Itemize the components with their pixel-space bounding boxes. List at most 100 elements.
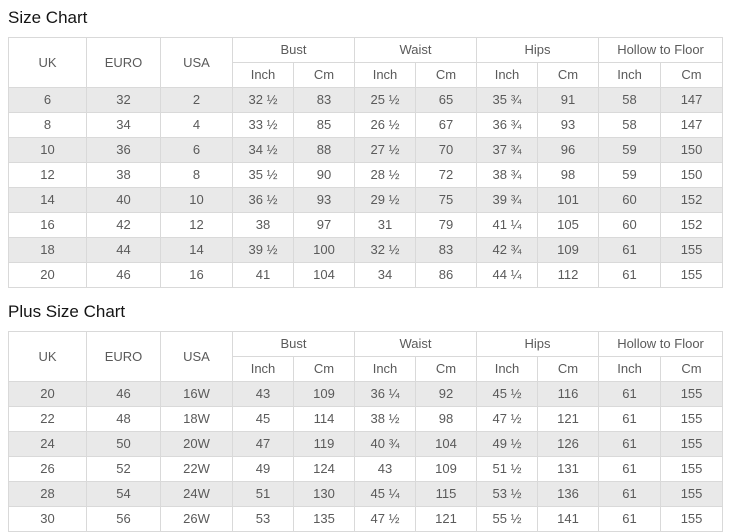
table-cell: 55 ½ xyxy=(476,506,539,532)
table-cell: 24 xyxy=(8,431,87,457)
table-cell: 28 xyxy=(8,481,87,507)
table-cell: 91 xyxy=(537,87,600,113)
table-cell: 35 ½ xyxy=(232,162,294,188)
table-cell: 56 xyxy=(86,506,161,532)
table-cell: 42 xyxy=(86,212,161,238)
table-cell: 92 xyxy=(415,381,478,407)
table-cell: 141 xyxy=(537,506,600,532)
table-cell: 83 xyxy=(292,87,356,113)
table-cell: 155 xyxy=(660,381,724,407)
table-cell: 124 xyxy=(292,456,356,482)
table-cell: 26W xyxy=(160,506,233,532)
column-subheader-bust-cm: Cm xyxy=(292,356,356,382)
table-cell: 16 xyxy=(160,262,233,288)
table-cell: 136 xyxy=(537,481,600,507)
table-cell: 147 xyxy=(660,112,724,138)
column-subheader-hips-inch: Inch xyxy=(476,62,539,88)
table-cell: 152 xyxy=(660,212,724,238)
header-group-row: UK EURO USA Bust Waist Hips Hollow to Fl… xyxy=(8,331,724,382)
table-cell: 46 xyxy=(86,381,161,407)
table-row: 18 44 14 39 ½ 100 32 ½ 83 42 ¾ 109 61 155 xyxy=(8,237,724,263)
table-cell: 2 xyxy=(160,87,233,113)
table-cell: 109 xyxy=(537,237,600,263)
table-row: 24 50 20W 47 119 40 ¾ 104 49 ½ 126 61 155 xyxy=(8,431,724,457)
table-cell: 90 xyxy=(292,162,356,188)
table-cell: 116 xyxy=(537,381,600,407)
size-chart-body: 6 32 2 32 ½ 83 25 ½ 65 35 ¾ 91 58 147 8 34 4 33 ½ 85 26 … xyxy=(8,87,724,288)
table-cell: 61 xyxy=(598,431,662,457)
table-cell: 42 ¾ xyxy=(476,237,539,263)
table-cell: 50 xyxy=(86,431,161,457)
column-subheader-bust-inch: Inch xyxy=(232,356,294,382)
column-header-uk: UK xyxy=(8,37,87,88)
table-cell: 59 xyxy=(598,162,662,188)
column-group-bust: Bust xyxy=(231,37,356,63)
table-cell: 27 ½ xyxy=(354,137,417,163)
column-subheader-hips-inch: Inch xyxy=(476,356,539,382)
table-cell: 155 xyxy=(660,431,724,457)
table-row: 6 32 2 32 ½ 83 25 ½ 65 35 ¾ 91 58 147 xyxy=(8,87,724,113)
table-cell: 109 xyxy=(292,381,356,407)
table-row: 8 34 4 33 ½ 85 26 ½ 67 36 ¾ 93 58 147 xyxy=(8,112,724,138)
header-group-row: UK EURO USA Bust Waist Hips Hollow to Fl… xyxy=(8,37,724,88)
table-cell: 43 xyxy=(232,381,294,407)
table-cell: 155 xyxy=(660,506,724,532)
table-cell: 34 ½ xyxy=(232,137,294,163)
table-cell: 14 xyxy=(8,187,87,213)
table-row: 10 36 6 34 ½ 88 27 ½ 70 37 ¾ 96 59 150 xyxy=(8,137,724,163)
table-cell: 47 xyxy=(232,431,294,457)
column-subheader-hollow-inch: Inch xyxy=(598,356,662,382)
table-cell: 38 ½ xyxy=(354,406,417,432)
table-cell: 35 ¾ xyxy=(476,87,539,113)
table-cell: 126 xyxy=(537,431,600,457)
table-cell: 18 xyxy=(8,237,87,263)
table-cell: 58 xyxy=(598,112,662,138)
table-cell: 52 xyxy=(86,456,161,482)
table-cell: 44 ¼ xyxy=(476,262,539,288)
table-cell: 104 xyxy=(292,262,356,288)
table-cell: 101 xyxy=(537,187,600,213)
table-cell: 61 xyxy=(598,456,662,482)
header-unit-row: Inch Cm Inch Cm Inch Cm Inch Cm xyxy=(9,62,724,88)
table-cell: 93 xyxy=(292,187,356,213)
table-cell: 36 ½ xyxy=(232,187,294,213)
table-cell: 41 xyxy=(232,262,294,288)
table-cell: 85 xyxy=(292,112,356,138)
table-cell: 18W xyxy=(160,406,233,432)
column-header-euro: EURO xyxy=(86,331,161,382)
table-cell: 37 ¾ xyxy=(476,137,539,163)
column-group-hollow-to-floor: Hollow to Floor xyxy=(598,331,724,357)
table-cell: 22W xyxy=(160,456,233,482)
table-cell: 121 xyxy=(537,406,600,432)
table-cell: 46 xyxy=(86,262,161,288)
table-cell: 152 xyxy=(660,187,724,213)
size-chart-title: Size Chart xyxy=(8,8,88,27)
table-cell: 45 xyxy=(232,406,294,432)
table-cell: 44 xyxy=(86,237,161,263)
table-cell: 121 xyxy=(415,506,478,532)
table-cell: 155 xyxy=(660,481,724,507)
column-group-hollow-to-floor: Hollow to Floor xyxy=(598,37,724,63)
table-row: 12 38 8 35 ½ 90 28 ½ 72 38 ¾ 98 59 150 xyxy=(8,162,724,188)
table-cell: 114 xyxy=(292,406,356,432)
table-row: 22 48 18W 45 114 38 ½ 98 47 ½ 121 61 155 xyxy=(8,406,724,432)
table-row: 26 52 22W 49 124 43 109 51 ½ 131 61 155 xyxy=(8,456,724,482)
table-cell: 72 xyxy=(415,162,478,188)
table-cell: 96 xyxy=(537,137,600,163)
table-cell: 38 xyxy=(86,162,161,188)
column-header-euro: EURO xyxy=(86,37,161,88)
table-cell: 150 xyxy=(660,162,724,188)
table-cell: 20 xyxy=(8,262,87,288)
plus-size-chart-title: Plus Size Chart xyxy=(8,302,126,321)
table-cell: 61 xyxy=(598,262,662,288)
table-cell: 26 ½ xyxy=(354,112,417,138)
table-cell: 4 xyxy=(160,112,233,138)
table-cell: 70 xyxy=(415,137,478,163)
table-cell: 104 xyxy=(415,431,478,457)
table-cell: 61 xyxy=(598,506,662,532)
column-subheader-hips-cm: Cm xyxy=(537,62,600,88)
table-cell: 32 ½ xyxy=(354,237,417,263)
table-cell: 20W xyxy=(160,431,233,457)
table-row: 20 46 16 41 104 34 86 44 ¼ 112 61 155 xyxy=(8,262,724,288)
table-cell: 119 xyxy=(292,431,356,457)
